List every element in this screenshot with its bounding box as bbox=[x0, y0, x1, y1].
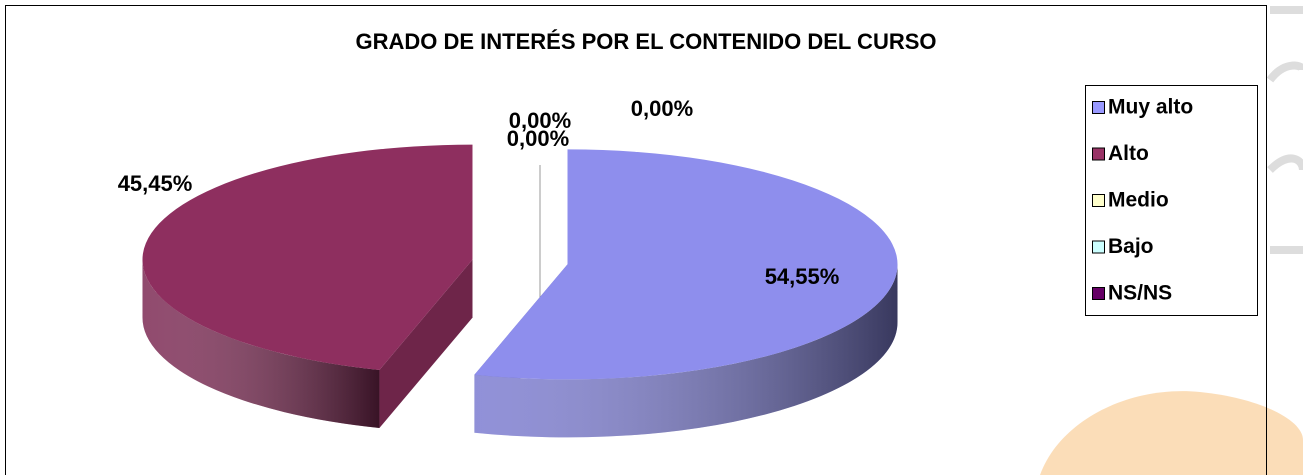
legend-box bbox=[1085, 85, 1258, 316]
legend: Muy alto Alto Medio Bajo NS/NS bbox=[1092, 96, 1193, 305]
legend-swatch bbox=[1092, 287, 1105, 300]
slice bbox=[474, 149, 898, 438]
slice-rim-shade bbox=[142, 259, 380, 428]
data-label: 54,55% bbox=[765, 264, 840, 289]
legend-label: Medio bbox=[1108, 189, 1169, 212]
legend-swatch bbox=[1092, 101, 1105, 114]
slice-top bbox=[142, 144, 473, 370]
data-label: 0,00% bbox=[509, 108, 571, 133]
legend-label: NS/NS bbox=[1108, 282, 1172, 305]
legend-label: Bajo bbox=[1108, 235, 1154, 258]
watermark bbox=[1040, 6, 1303, 475]
chart-title: GRADO DE INTERÉS POR EL CONTENIDO DEL CU… bbox=[355, 29, 936, 54]
chart-border bbox=[5, 5, 1267, 475]
slice-wall bbox=[379, 259, 473, 428]
legend-label: Alto bbox=[1108, 142, 1149, 165]
legend-label: Muy alto bbox=[1108, 96, 1193, 119]
data-label: 0,00% bbox=[631, 96, 693, 121]
data-label: 45,45% bbox=[118, 171, 193, 196]
legend-swatch bbox=[1092, 147, 1105, 161]
data-labels: 54,55%45,45%0,00%0,00% 0,00% bbox=[118, 96, 840, 289]
data-label: 0,00% bbox=[507, 126, 569, 151]
slice bbox=[142, 144, 473, 428]
slice-rim-shade bbox=[474, 264, 898, 438]
legend-swatch bbox=[1092, 194, 1105, 207]
pie bbox=[142, 144, 898, 438]
slice-top bbox=[474, 149, 898, 380]
legend-swatch bbox=[1092, 240, 1105, 254]
